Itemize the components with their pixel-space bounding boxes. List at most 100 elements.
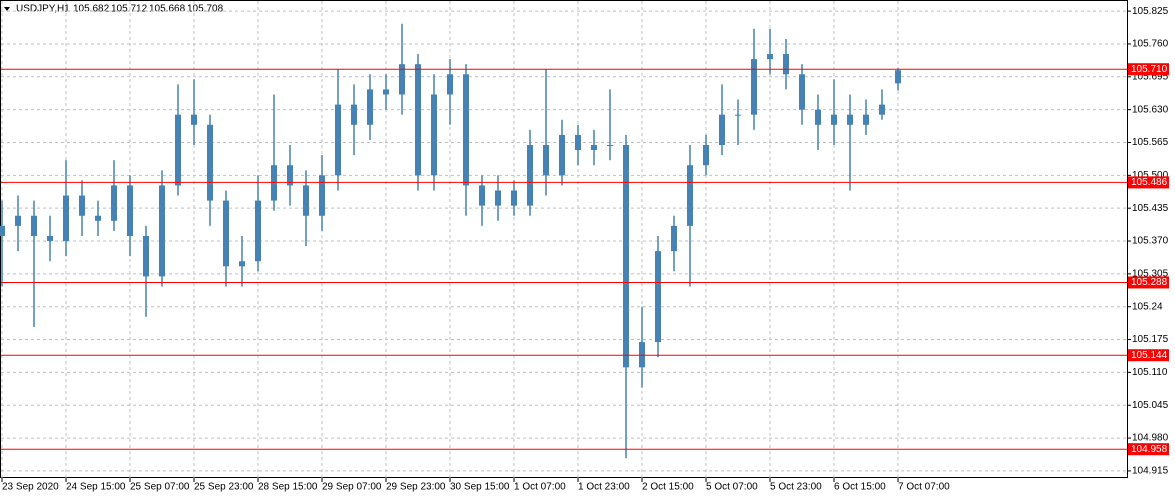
level-label-box bbox=[1128, 443, 1169, 456]
candle-body bbox=[607, 145, 613, 147]
candle-body bbox=[31, 215, 37, 236]
candle-body bbox=[799, 74, 805, 110]
level-label-box bbox=[1128, 349, 1169, 362]
level-label-box bbox=[1128, 176, 1169, 189]
candle-body bbox=[703, 145, 709, 166]
y-tick-label: 105.825 bbox=[1132, 6, 1169, 17]
candle-body bbox=[847, 114, 853, 125]
y-tick-label: 105.110 bbox=[1132, 367, 1168, 378]
candle-body bbox=[591, 145, 597, 151]
candle-body bbox=[159, 185, 165, 277]
x-tick-label: 2 Oct 15:00 bbox=[642, 482, 694, 493]
y-tick-label: 105.565 bbox=[1132, 137, 1169, 148]
candle-body bbox=[79, 195, 85, 216]
candle-body bbox=[719, 114, 725, 146]
x-tick-label: 23 Sep 2020 bbox=[2, 482, 59, 493]
candle-body bbox=[447, 74, 453, 95]
x-tick-label: 24 Sep 15:00 bbox=[66, 482, 126, 493]
candle-body bbox=[783, 54, 789, 75]
x-tick-label: 29 Sep 07:00 bbox=[322, 482, 382, 493]
candle-body bbox=[415, 64, 421, 176]
candle-body bbox=[383, 89, 389, 95]
candle-body bbox=[335, 104, 341, 176]
y-tick-label: 105.045 bbox=[1132, 400, 1169, 411]
x-tick-label: 5 Oct 23:00 bbox=[770, 482, 822, 493]
x-tick-label: 7 Oct 07:00 bbox=[898, 482, 950, 493]
candle-body bbox=[271, 165, 277, 201]
candle-body bbox=[15, 215, 21, 226]
y-tick-label: 104.915 bbox=[1132, 466, 1169, 477]
candle-body bbox=[47, 235, 53, 242]
level-label: 105.288 bbox=[1131, 277, 1168, 288]
level-label: 105.144 bbox=[1131, 350, 1168, 361]
x-tick-label: 30 Sep 15:00 bbox=[450, 482, 510, 493]
symbol: USDJPY,H1 bbox=[16, 4, 70, 15]
y-tick-label: 105.305 bbox=[1132, 269, 1169, 280]
x-tick-label: 25 Sep 23:00 bbox=[194, 482, 254, 493]
candle-body bbox=[143, 235, 149, 277]
candle-body bbox=[815, 109, 821, 125]
candle-body bbox=[751, 59, 757, 115]
candle-body bbox=[463, 74, 469, 186]
candle-body bbox=[431, 94, 437, 176]
candle-body bbox=[879, 104, 885, 115]
last-high: 105.712 bbox=[111, 4, 148, 15]
x-tick-label: 25 Sep 07:00 bbox=[130, 482, 190, 493]
y-tick-label: 105.370 bbox=[1132, 236, 1169, 247]
y-tick-label: 105.760 bbox=[1132, 39, 1169, 50]
candle-body bbox=[0, 225, 5, 236]
last-open: 105.682 bbox=[73, 4, 110, 15]
candle-body bbox=[639, 342, 645, 368]
x-tick-label: 1 Oct 23:00 bbox=[578, 482, 630, 493]
candle-body bbox=[127, 185, 133, 236]
x-tick-label: 28 Sep 15:00 bbox=[258, 482, 318, 493]
candle-body bbox=[623, 145, 629, 368]
x-tick-label: 1 Oct 07:00 bbox=[514, 482, 566, 493]
candle-body bbox=[95, 215, 101, 221]
candle-body bbox=[239, 261, 245, 267]
candle-body bbox=[399, 64, 405, 95]
candle-body bbox=[287, 165, 293, 186]
candle-body bbox=[511, 190, 517, 206]
last-low: 105.668 bbox=[149, 4, 186, 15]
candle-body bbox=[111, 185, 117, 221]
candle-body bbox=[767, 54, 773, 60]
x-tick-label: 29 Sep 23:00 bbox=[386, 482, 446, 493]
candle-body bbox=[671, 225, 677, 252]
level-label: 105.710 bbox=[1131, 64, 1168, 75]
y-tick-label: 105.435 bbox=[1132, 203, 1169, 214]
level-label-box bbox=[1128, 63, 1169, 76]
candle-body bbox=[175, 114, 181, 186]
candle-body bbox=[831, 114, 837, 125]
candle-body bbox=[655, 251, 661, 343]
level-label: 104.958 bbox=[1131, 444, 1168, 455]
candle-body bbox=[687, 165, 693, 226]
candle-body bbox=[559, 134, 565, 176]
candle-body bbox=[479, 185, 485, 206]
candle-body bbox=[895, 70, 901, 84]
candle-body bbox=[191, 114, 197, 125]
level-label-box bbox=[1128, 276, 1169, 289]
plot-frame bbox=[0, 0, 1128, 478]
candle-body bbox=[255, 200, 261, 262]
candle-body bbox=[319, 175, 325, 216]
menu-arrow[interactable] bbox=[4, 7, 10, 11]
y-tick-label: 105.24 bbox=[1132, 301, 1163, 312]
candle-body bbox=[303, 185, 309, 216]
candle-body bbox=[351, 104, 357, 125]
level-label: 105.486 bbox=[1131, 177, 1168, 188]
candle-body bbox=[735, 114, 741, 116]
x-tick-label: 5 Oct 07:00 bbox=[706, 482, 758, 493]
candle-body bbox=[223, 200, 229, 267]
y-tick-label: 105.630 bbox=[1132, 104, 1169, 115]
candle-body bbox=[207, 124, 213, 201]
y-tick-label: 105.175 bbox=[1132, 334, 1169, 345]
candle-body bbox=[543, 145, 549, 176]
x-tick-label: 6 Oct 15:00 bbox=[834, 482, 886, 493]
y-tick-label: 105.695 bbox=[1132, 71, 1169, 82]
candle-body bbox=[863, 114, 869, 125]
candle-body bbox=[495, 190, 501, 206]
y-tick-label: 104.980 bbox=[1132, 433, 1169, 444]
